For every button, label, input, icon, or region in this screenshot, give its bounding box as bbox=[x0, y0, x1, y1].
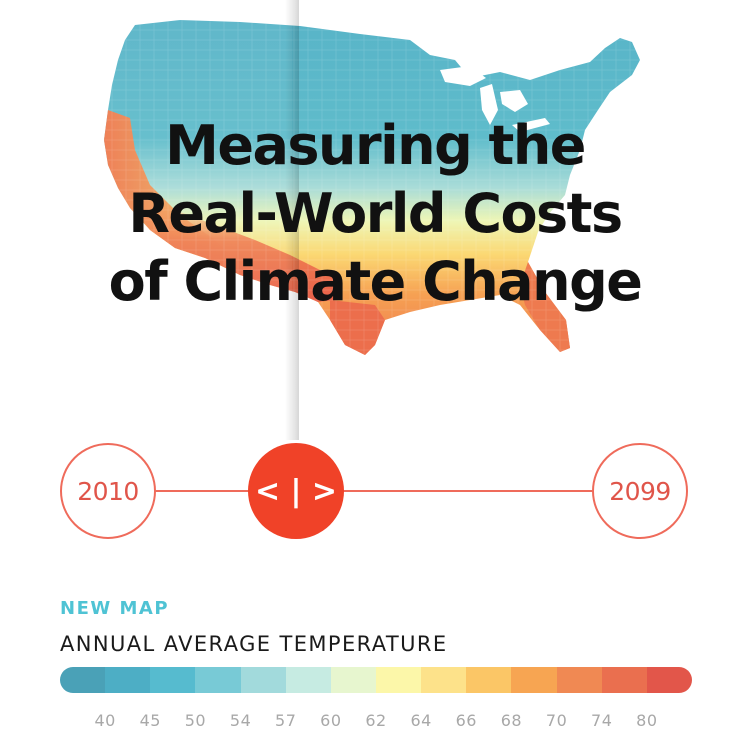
colorbar-segment bbox=[285, 667, 331, 693]
compare-divider[interactable] bbox=[285, 0, 299, 440]
arrows-left-right-icon: < | > bbox=[254, 473, 338, 509]
colorbar-segment bbox=[60, 667, 106, 693]
colorbar-segment bbox=[421, 667, 467, 693]
page-title: Measuring the Real-World Costs of Climat… bbox=[108, 114, 643, 313]
colorbar-tick-label: 62 bbox=[365, 711, 387, 730]
colorbar-tick-label: 64 bbox=[410, 711, 432, 730]
colorbar-segment bbox=[105, 667, 151, 693]
colorbar-segment bbox=[556, 667, 602, 693]
colorbar-tick-label: 57 bbox=[275, 711, 297, 730]
colorbar-segment bbox=[240, 667, 286, 693]
slider-handle[interactable]: < | > bbox=[248, 443, 344, 539]
colorbar-tick-label: 45 bbox=[139, 711, 161, 730]
start-year-button[interactable]: 2010 bbox=[60, 443, 156, 539]
colorbar-segment bbox=[150, 667, 196, 693]
end-year-button[interactable]: 2099 bbox=[592, 443, 688, 539]
colorbar-segment bbox=[511, 667, 557, 693]
colorbar-tick-label: 68 bbox=[500, 711, 523, 730]
colorbar-tick-label: 60 bbox=[320, 711, 342, 730]
legend-tag: NEW MAP bbox=[60, 598, 170, 619]
climate-map: Measuring the Real-World Costs of Climat… bbox=[104, 0, 643, 440]
colorbar-tick-label: 54 bbox=[229, 711, 252, 730]
colorbar-tick-label: 70 bbox=[545, 711, 568, 730]
colorbar-tick-label: 80 bbox=[636, 711, 658, 730]
us-map-image bbox=[104, 20, 640, 355]
colorbar-ticks: 40 45 50 54 57 60 62 64 66 68 70 74 80 bbox=[60, 711, 692, 731]
legend-title: ANNUAL AVERAGE TEMPERATURE bbox=[60, 632, 448, 656]
colorbar-segment bbox=[375, 667, 422, 693]
colorbar-segment bbox=[646, 667, 692, 693]
colorbar-tick-label: 40 bbox=[94, 711, 116, 730]
colorbar-segment bbox=[601, 667, 647, 693]
colorbar-segment bbox=[330, 667, 376, 693]
temperature-colorbar bbox=[60, 667, 692, 693]
colorbar-segment bbox=[466, 667, 512, 693]
slider-track[interactable] bbox=[155, 490, 595, 492]
colorbar-tick-label: 50 bbox=[184, 711, 207, 730]
colorbar-tick-label: 66 bbox=[455, 711, 477, 730]
colorbar-tick-label: 74 bbox=[591, 711, 613, 730]
colorbar-segment bbox=[195, 667, 241, 693]
